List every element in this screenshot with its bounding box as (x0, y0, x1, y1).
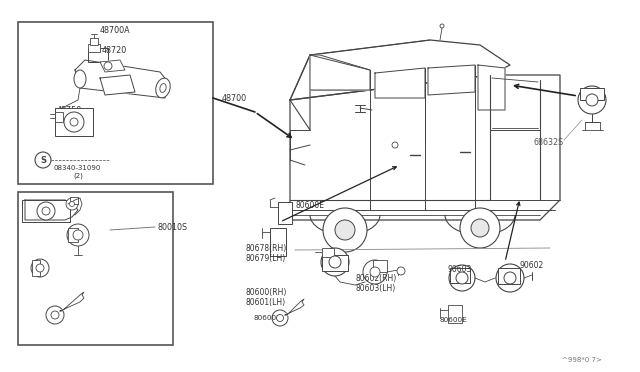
Polygon shape (60, 292, 84, 311)
Circle shape (70, 118, 78, 126)
Bar (322, 248, 334, 257)
Circle shape (73, 230, 83, 240)
Polygon shape (100, 60, 125, 72)
Polygon shape (290, 40, 510, 100)
Text: 80601(LH): 80601(LH) (245, 298, 285, 308)
Polygon shape (428, 65, 475, 95)
Polygon shape (310, 55, 370, 90)
Text: 90602: 90602 (519, 260, 543, 269)
Bar (68, 228, 78, 242)
Circle shape (37, 202, 55, 220)
Bar (448, 305, 462, 323)
Circle shape (440, 24, 444, 28)
Polygon shape (100, 75, 135, 95)
Text: 48720: 48720 (102, 45, 127, 55)
Bar (373, 260, 387, 272)
Circle shape (504, 272, 516, 284)
Polygon shape (290, 55, 310, 130)
Text: 80602(RH): 80602(RH) (355, 273, 396, 282)
Text: 80603(LH): 80603(LH) (355, 283, 396, 292)
Bar (322, 255, 348, 271)
Circle shape (272, 310, 288, 326)
Circle shape (323, 208, 367, 252)
Circle shape (276, 314, 284, 321)
Bar (450, 268, 470, 283)
Circle shape (578, 86, 606, 114)
Text: 48700: 48700 (222, 93, 247, 103)
Text: 80600N: 80600N (253, 315, 282, 321)
Circle shape (51, 311, 59, 319)
Bar (88, 44, 100, 52)
Circle shape (67, 224, 89, 246)
Polygon shape (478, 65, 505, 110)
Text: 80010S: 80010S (157, 222, 187, 231)
Text: 80679(LH): 80679(LH) (245, 253, 285, 263)
Bar (55, 112, 63, 122)
Text: 48700A: 48700A (100, 26, 131, 35)
Circle shape (64, 112, 84, 132)
Polygon shape (88, 48, 108, 62)
Circle shape (460, 208, 500, 248)
Ellipse shape (156, 78, 170, 98)
Bar (70, 197, 78, 204)
Circle shape (36, 264, 44, 272)
Circle shape (42, 207, 50, 215)
Polygon shape (25, 200, 78, 220)
Text: ^998*0 7>: ^998*0 7> (562, 357, 602, 363)
Bar (498, 268, 520, 284)
Bar (90, 38, 98, 45)
Ellipse shape (74, 70, 86, 88)
Bar (278, 202, 292, 224)
Circle shape (46, 306, 64, 324)
Text: 08340-31090: 08340-31090 (53, 165, 100, 171)
Circle shape (35, 152, 51, 168)
Circle shape (335, 220, 355, 240)
Circle shape (363, 260, 387, 284)
Text: 68632S: 68632S (533, 138, 563, 147)
Text: (2): (2) (73, 173, 83, 179)
Circle shape (370, 267, 380, 277)
Circle shape (449, 265, 475, 291)
Circle shape (586, 94, 598, 106)
Polygon shape (290, 75, 560, 220)
Circle shape (471, 219, 489, 237)
Text: 90603: 90603 (448, 266, 472, 275)
Text: 48750: 48750 (57, 106, 83, 115)
Text: 80600E: 80600E (295, 201, 324, 209)
Circle shape (496, 264, 524, 292)
Circle shape (104, 62, 112, 70)
Bar (18, 22, 213, 184)
Circle shape (392, 142, 398, 148)
Circle shape (70, 202, 74, 206)
Polygon shape (375, 68, 425, 98)
Bar (55, 108, 93, 136)
Bar (22, 200, 70, 222)
Circle shape (66, 198, 78, 210)
Text: 80678(RH): 80678(RH) (245, 244, 286, 253)
Circle shape (329, 256, 341, 268)
Polygon shape (285, 299, 304, 315)
Bar (18, 192, 173, 345)
Polygon shape (75, 60, 168, 98)
Ellipse shape (160, 84, 166, 92)
Bar (270, 228, 286, 256)
Bar (32, 260, 40, 276)
Text: 80600E: 80600E (440, 317, 468, 323)
Circle shape (397, 267, 405, 275)
Circle shape (456, 272, 468, 284)
Circle shape (31, 259, 49, 277)
Bar (580, 88, 604, 100)
Text: S: S (40, 155, 46, 164)
Circle shape (321, 248, 349, 276)
Text: 80600(RH): 80600(RH) (245, 289, 286, 298)
